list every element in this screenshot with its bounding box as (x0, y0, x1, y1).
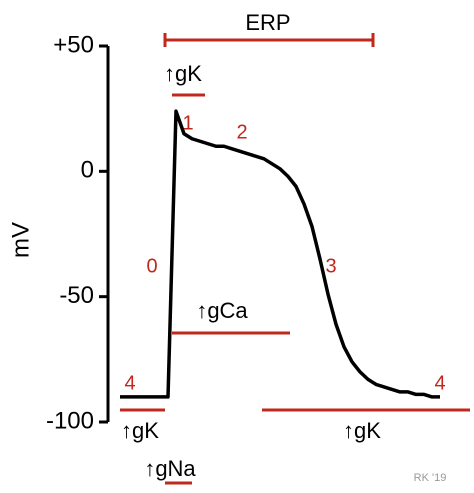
annotation: ↑gK (343, 418, 381, 443)
signature: RK '19 (414, 472, 447, 484)
annotation: 2 (236, 121, 247, 143)
annotation: ↑gK (121, 418, 159, 443)
y-tick-label: +50 (53, 31, 94, 58)
annotation: 4 (434, 372, 445, 394)
annotation: 0 (146, 255, 157, 277)
y-tick-label: -50 (59, 282, 94, 309)
annotation: 1 (182, 112, 193, 134)
action-potential (120, 109, 440, 399)
y-axis-label: mV (7, 222, 34, 258)
annotation: ↑gNa (144, 456, 196, 481)
annotation: ↑gCa (196, 298, 248, 323)
y-tick-label: 0 (81, 157, 94, 184)
y-tick-label: -100 (46, 407, 94, 434)
bars (120, 33, 470, 485)
annotation: ERP (245, 10, 290, 35)
annotation: 4 (124, 372, 135, 394)
annotation: 3 (325, 255, 336, 277)
annotation: ↑gK (164, 61, 202, 86)
